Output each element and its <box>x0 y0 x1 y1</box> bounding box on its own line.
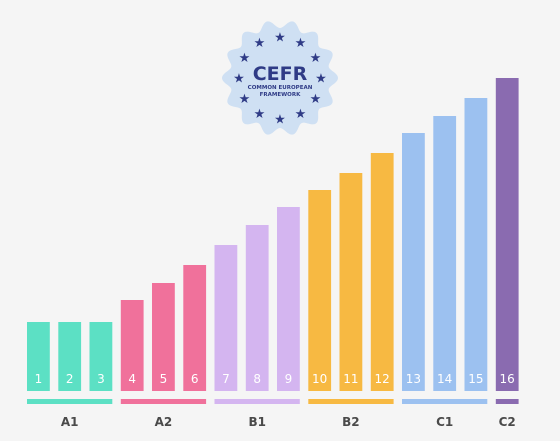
group-label-a1: A1 <box>61 415 79 429</box>
bar-label-2: 2 <box>66 372 74 386</box>
bar-13 <box>402 133 425 391</box>
group-line-b1 <box>214 399 300 404</box>
seal-star-icon: ★ <box>254 107 266 122</box>
bar-label-7: 7 <box>222 372 230 386</box>
bars: 1 2 3 4 5 6 7 8 9 10 11 12 13 14 15 16 <box>27 78 519 391</box>
bar-label-10: 10 <box>312 372 327 386</box>
seal-star-icon: ★ <box>310 51 322 66</box>
group-line-c1 <box>402 399 488 404</box>
group-line-c2 <box>495 399 519 404</box>
bar-label-12: 12 <box>375 372 390 386</box>
group-label-c2: C2 <box>499 415 516 429</box>
seal-line-1: COMMON EUROPEAN <box>248 85 313 91</box>
bar-10 <box>308 190 332 391</box>
seal-star-icon: ★ <box>315 72 327 87</box>
bar-label-3: 3 <box>97 372 105 386</box>
bar-1 <box>27 322 50 391</box>
group-label-a2: A2 <box>155 415 173 429</box>
bar-4 <box>120 300 144 391</box>
group-line-a2 <box>120 399 207 404</box>
seal-star-icon: ★ <box>239 51 251 66</box>
bar-2 <box>58 322 82 391</box>
bar-label-14: 14 <box>437 372 452 386</box>
seal-star-icon: ★ <box>274 31 286 46</box>
seal-star-icon: ★ <box>274 113 286 128</box>
bar-label-13: 13 <box>406 372 421 386</box>
bar-label-4: 4 <box>128 372 136 386</box>
seal-star-icon: ★ <box>239 92 251 107</box>
bar-label-15: 15 <box>468 372 483 386</box>
bar-label-8: 8 <box>253 372 261 386</box>
cefr-seal-icon: ★ ★★★★★★★★★★★ CEFR COMMON EUROPEAN FRAMEW… <box>222 21 338 135</box>
group-line-a1 <box>27 399 113 404</box>
seal-star-icon: ★ <box>310 92 322 107</box>
seal-title: CEFR <box>253 63 308 85</box>
seal-line-2: FRAMEWORK <box>260 92 301 98</box>
bar-label-5: 5 <box>160 372 168 386</box>
bar-label-6: 6 <box>191 372 199 386</box>
group-label-c1: C1 <box>436 415 453 429</box>
seal-badge <box>222 21 338 135</box>
level-groups: A1 A2 B1 B2 C1 C2 <box>27 399 519 429</box>
seal-star-icon: ★ <box>233 72 245 87</box>
bar-6 <box>183 265 207 391</box>
bar-5 <box>152 283 175 391</box>
group-label-b2: B2 <box>342 415 360 429</box>
bar-label-16: 16 <box>500 372 515 386</box>
bar-16 <box>495 78 519 391</box>
group-line-b2 <box>308 399 394 404</box>
seal-star-icon: ★ <box>295 36 307 51</box>
bar-label-9: 9 <box>285 372 293 386</box>
seal-stars: ★ ★★★★★★★★★★★ <box>233 31 327 128</box>
bar-14 <box>433 116 457 391</box>
bar-8 <box>245 225 269 391</box>
seal-star-icon: ★ <box>295 107 307 122</box>
group-label-b1: B1 <box>248 415 266 429</box>
seal-star-icon: ★ <box>254 36 266 51</box>
bar-3 <box>89 322 113 391</box>
bar-label-11: 11 <box>343 372 358 386</box>
bar-12 <box>370 153 394 391</box>
bar-11 <box>339 173 363 391</box>
bar-15 <box>464 98 488 391</box>
bar-9 <box>277 207 300 391</box>
bar-7 <box>214 245 238 391</box>
bar-label-1: 1 <box>35 372 43 386</box>
